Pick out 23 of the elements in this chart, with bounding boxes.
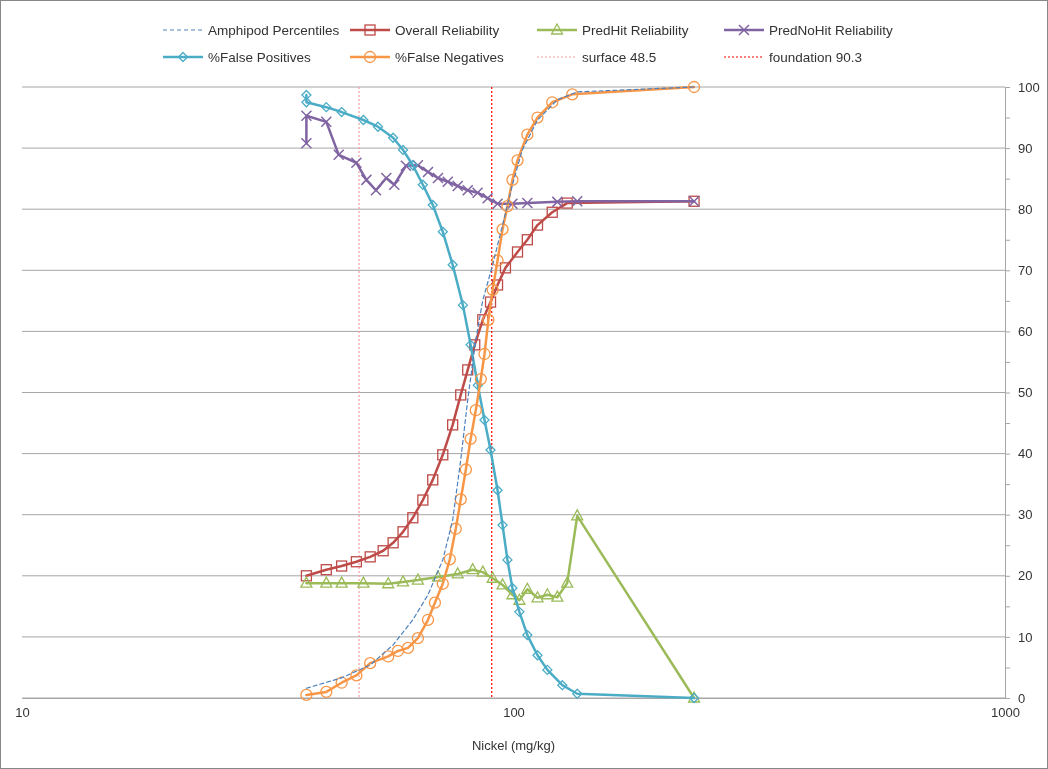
x-tick-label: 10: [15, 705, 30, 721]
y-tick-label: 70: [1018, 262, 1033, 278]
legend-label: %False Positives: [208, 50, 312, 65]
y-tick-label: 50: [1018, 385, 1033, 401]
x-tick-label: 100: [503, 705, 525, 721]
legend-label: PredHit Reliability: [582, 23, 689, 38]
y-tick-label: 90: [1018, 140, 1033, 156]
legend-label: Amphipod Percentiles: [208, 23, 340, 38]
y-tick-label: 60: [1018, 324, 1033, 340]
y-tick-label: 30: [1018, 507, 1033, 523]
legend-label: %False Negatives: [395, 50, 505, 65]
legend-label: foundation 90.3: [769, 50, 863, 65]
x-tick-label: 1000: [991, 705, 1020, 721]
y-tick-label: 0: [1018, 690, 1026, 706]
y-tick-label: 40: [1018, 446, 1033, 462]
x-axis-title: Nickel (mg/kg): [471, 738, 556, 753]
y-tick-label: 20: [1018, 568, 1033, 584]
y-tick-label: 80: [1018, 201, 1033, 217]
legend-label: surface 48.5: [582, 50, 657, 65]
legend-label: PredNoHit Reliability: [769, 23, 894, 38]
y-tick-label: 100: [1018, 79, 1040, 95]
y-tick-label: 10: [1018, 629, 1033, 645]
legend-label: Overall Reliability: [395, 23, 500, 38]
